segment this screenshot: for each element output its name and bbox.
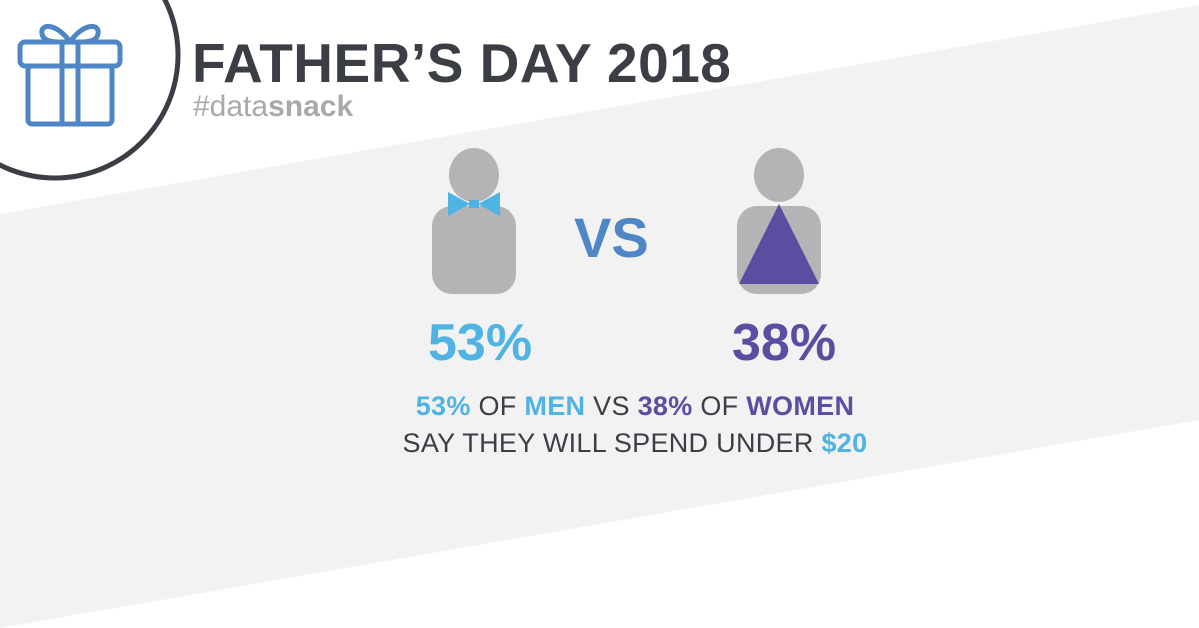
gift-icon [17, 24, 123, 127]
page-title: FATHER’S DAY 2018 [192, 32, 732, 94]
caption-vs: VS [593, 391, 630, 421]
hashtag: #datasnack [193, 92, 353, 122]
women-percent: 38% [732, 314, 837, 372]
bowtie-icon [448, 192, 470, 216]
caption-line-2: SAY THEY WILL SPEND UNDER $20 [0, 430, 1199, 457]
caption-of-1: OF [478, 391, 517, 421]
men-percent: 53% [428, 314, 533, 372]
hashtag-prefix: #data [193, 90, 269, 123]
hashtag-suffix: snack [268, 90, 354, 123]
caption-men: MEN [524, 391, 586, 421]
caption-of-2: OF [700, 391, 739, 421]
caption-spend-text: SAY THEY WILL SPEND UNDER [402, 428, 814, 458]
diagonal-gray-band [0, 5, 1199, 628]
caption-line-1: 53% OF MEN VS 38% OF WOMEN [0, 393, 1199, 420]
man-with-bowtie-icon [432, 148, 516, 294]
dress-triangle [739, 204, 819, 284]
caption-women: WOMEN [746, 391, 855, 421]
woman-icon [737, 148, 821, 294]
caption-women-percent: 38% [637, 391, 693, 421]
vs-label: VS [574, 206, 649, 269]
caption-men-percent: 53% [415, 391, 471, 421]
caption-amount: $20 [821, 428, 868, 458]
